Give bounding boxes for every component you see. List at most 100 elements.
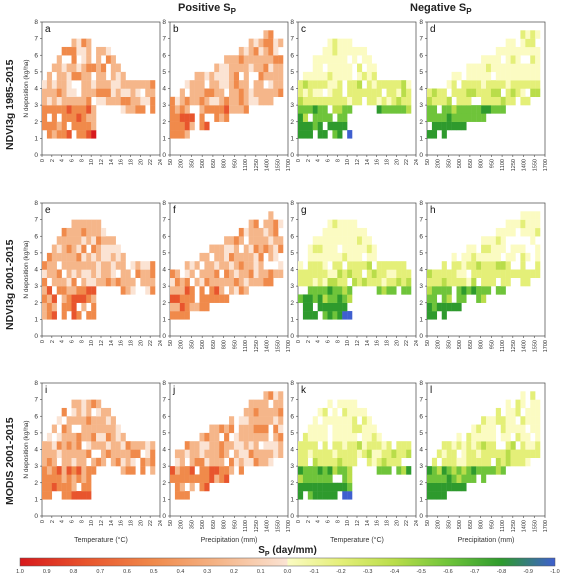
x-tick-label: 800 [479, 159, 485, 168]
heatmap-cell [86, 449, 92, 459]
heatmap-cell [66, 80, 72, 89]
x-tick-label: 350 [446, 159, 452, 168]
heatmap-cell [110, 80, 116, 89]
heatmap-cell [327, 236, 333, 245]
heatmap-cell [406, 80, 412, 89]
heatmap-cell [130, 457, 136, 467]
heatmap-cell [337, 71, 343, 81]
heatmap-cell [91, 252, 97, 262]
heatmap-cell [233, 269, 240, 279]
panel-letter-l: l [430, 385, 432, 396]
heatmap-cell [105, 261, 112, 270]
heatmap-cell [317, 236, 323, 245]
x-tick-label: 500 [457, 520, 463, 529]
heatmap-cell [317, 449, 323, 459]
heatmap-cell [258, 46, 264, 56]
heatmap-cell [268, 252, 274, 262]
colorbar-title-sub: P [264, 551, 270, 558]
x-tick-label: 6 [326, 340, 332, 343]
heatmap-cell [96, 269, 102, 279]
heatmap-cell [42, 88, 48, 98]
header-positive-sub: P [230, 7, 236, 17]
x-tick-label: 20 [394, 520, 400, 526]
heatmap-cell [307, 121, 313, 131]
heatmap-cell [307, 474, 313, 483]
heatmap-cell [427, 96, 433, 106]
x-tick-label: 650 [468, 340, 474, 349]
heatmap-cell [401, 88, 407, 98]
x-tick-label: 22 [404, 520, 410, 526]
heatmap-cell [427, 269, 433, 279]
heatmap-cell [500, 71, 506, 81]
heatmap-cell [209, 277, 215, 287]
heatmap-cell [81, 457, 87, 467]
heatmap-cell [179, 277, 185, 287]
heatmap-cell [441, 441, 447, 450]
heatmap-cell [209, 441, 215, 450]
heatmap-cell [115, 71, 121, 81]
heatmap-cell [91, 269, 97, 279]
heatmap-cell [56, 252, 62, 262]
heatmap-cell [342, 121, 348, 131]
heatmap-cell [490, 424, 497, 434]
heatmap-cell [520, 244, 526, 254]
heatmap-cell [110, 424, 116, 434]
heatmap-cell [209, 244, 215, 254]
x-tick-label: 0 [40, 159, 46, 162]
heatmap-cell [184, 302, 190, 312]
heatmap-cell [238, 269, 244, 279]
x-tick-label: 50 [168, 520, 174, 526]
heatmap-cell [125, 449, 131, 459]
x-tick-label: 18 [385, 520, 391, 526]
heatmap-cell [76, 121, 82, 131]
heatmap-cell [371, 269, 377, 279]
panel-letter-d: d [430, 24, 436, 35]
heatmap-cell [86, 416, 92, 425]
heatmap-cell [451, 269, 457, 279]
heatmap-cell [520, 211, 526, 220]
y-tick-label: 3 [162, 463, 166, 470]
heatmap-cell [243, 55, 249, 64]
heatmap-cell [209, 466, 215, 475]
heatmap-cell [535, 211, 541, 220]
heatmap-cell [214, 474, 220, 483]
heatmap-cell [170, 311, 176, 320]
heatmap-cell [381, 96, 387, 106]
heatmap-cell [71, 71, 77, 81]
x-tick-label: 14 [365, 520, 371, 526]
heatmap-cell [42, 286, 48, 295]
heatmap-cell [66, 277, 72, 287]
heatmap-cell [204, 441, 210, 450]
heatmap-cell [199, 269, 205, 279]
heatmap-cell [243, 407, 249, 417]
heatmap-cell [357, 441, 363, 450]
heatmap-cell [490, 432, 497, 442]
heatmap-cell [51, 252, 57, 262]
heatmap-cell [224, 236, 230, 245]
x-tick-label: 4 [60, 520, 66, 523]
heatmap-cell [476, 449, 482, 459]
heatmap-cell [273, 269, 279, 279]
heatmap-cell [66, 88, 72, 98]
heatmap-cell [189, 80, 195, 89]
heatmap-cell [361, 441, 368, 450]
heatmap-cell [248, 46, 254, 56]
y-tick-label: 1 [34, 316, 38, 323]
heatmap-cell [317, 71, 323, 81]
heatmap-cell [140, 441, 146, 450]
heatmap-cell [194, 71, 200, 81]
heatmap-cell [125, 88, 131, 98]
heatmap-cell [525, 219, 531, 229]
heatmap-cell [525, 416, 531, 425]
heatmap-cell [471, 269, 477, 279]
heatmap-cell [322, 466, 328, 475]
heatmap-cell [486, 424, 492, 434]
heatmap-cell [307, 482, 313, 492]
heatmap-cell [51, 457, 57, 467]
heatmap-cell [332, 407, 338, 417]
heatmap-cell [337, 286, 343, 295]
heatmap-cell [366, 416, 372, 425]
y-tick-label: 8 [419, 380, 423, 387]
heatmap-cell [214, 63, 220, 73]
heatmap-cell [81, 407, 87, 417]
